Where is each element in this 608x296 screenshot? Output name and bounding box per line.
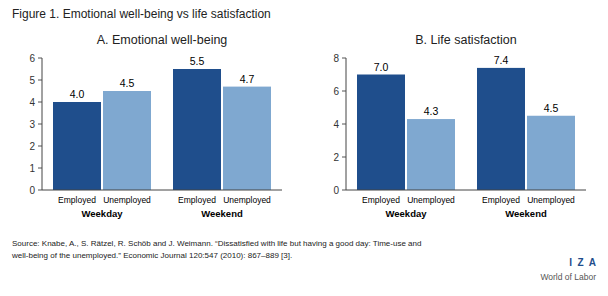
series-label: Unemployed: [407, 195, 455, 205]
series-label: Unemployed: [223, 195, 271, 205]
x-axis: [346, 190, 586, 191]
y-tick: [38, 58, 42, 59]
bar: [477, 68, 525, 190]
background: [0, 0, 608, 296]
value-label: 4.5: [544, 102, 559, 114]
logo-text: I Z A: [569, 257, 596, 268]
series-label: Unemployed: [103, 195, 151, 205]
y-tick-label: 5: [29, 75, 35, 86]
category-label: Weekend: [201, 208, 243, 219]
x-axis: [42, 190, 282, 191]
value-label: 4.0: [70, 88, 85, 100]
y-tick-label: 4: [333, 119, 339, 130]
bars: [53, 69, 271, 190]
bar: [53, 102, 101, 190]
y-tick-label: 0: [333, 185, 339, 196]
series-label: Unemployed: [527, 195, 575, 205]
y-tick: [38, 80, 42, 81]
bar: [173, 69, 221, 190]
source-text: well-being of the unemployed.” Economic …: [11, 251, 292, 260]
panel-title: B. Life satisfaction: [415, 33, 516, 47]
y-axis: [42, 58, 43, 190]
y-tick-label: 4: [29, 97, 35, 108]
y-tick-label: 0: [29, 185, 35, 196]
y-tick: [342, 58, 346, 59]
labels: 7.0 Employed 4.3 Unemployed Weekday 7.4 Employ…: [362, 54, 575, 219]
logo-subtext: World of Labor: [540, 272, 596, 282]
value-label: 4.7: [240, 73, 255, 85]
y-tick: [38, 190, 42, 191]
y-tick-label: 2: [29, 141, 35, 152]
category-label: Weekday: [385, 208, 427, 219]
series-label: Employed: [58, 195, 96, 205]
y-tick: [38, 146, 42, 147]
bar: [527, 116, 575, 190]
y-tick-label: 6: [333, 86, 339, 97]
panel-title: A. Emotional well-being: [97, 33, 228, 47]
value-label: 7.4: [494, 54, 509, 66]
y-axis: [346, 58, 347, 190]
series-label: Employed: [362, 195, 400, 205]
value-label: 7.0: [374, 61, 389, 73]
y-tick: [342, 91, 346, 92]
y-tick: [38, 168, 42, 169]
category-label: Weekend: [505, 208, 547, 219]
y-tick-label: 2: [333, 152, 339, 163]
category-label: Weekday: [81, 208, 123, 219]
chart-root: Figure 1. Emotional well-being vs life s…: [0, 0, 608, 296]
value-label: 4.5: [120, 77, 135, 89]
y-tick-label: 1: [29, 163, 35, 174]
bar: [407, 119, 455, 190]
bars: [357, 68, 575, 190]
y-tick: [342, 124, 346, 125]
series-label: Employed: [178, 195, 216, 205]
y-tick: [38, 102, 42, 103]
value-label: 4.3: [424, 105, 439, 117]
panel: B. Life satisfaction 0 2 4 6 8 7.0 Employed 4.3 U…: [333, 33, 586, 219]
bar: [223, 87, 271, 190]
panel: A. Emotional well-being 0 1 2 3 4 5 6 4.0 Employe…: [29, 33, 282, 219]
bar: [357, 75, 405, 191]
bar: [103, 91, 151, 190]
y-tick-label: 6: [29, 53, 35, 64]
y-tick: [342, 190, 346, 191]
y-tick: [342, 157, 346, 158]
value-label: 5.5: [190, 55, 205, 67]
figure-title: Figure 1. Emotional well-being vs life s…: [12, 7, 271, 21]
series-label: Employed: [482, 195, 520, 205]
labels: 4.0 Employed 4.5 Unemployed Weekday 5.5 Employ…: [58, 55, 271, 219]
y-tick: [38, 124, 42, 125]
y-tick-label: 3: [29, 119, 35, 130]
y-tick-label: 8: [333, 53, 339, 64]
source-text: Source: Knabe, A., S. Rätzel, R. Schöb a…: [12, 239, 421, 248]
